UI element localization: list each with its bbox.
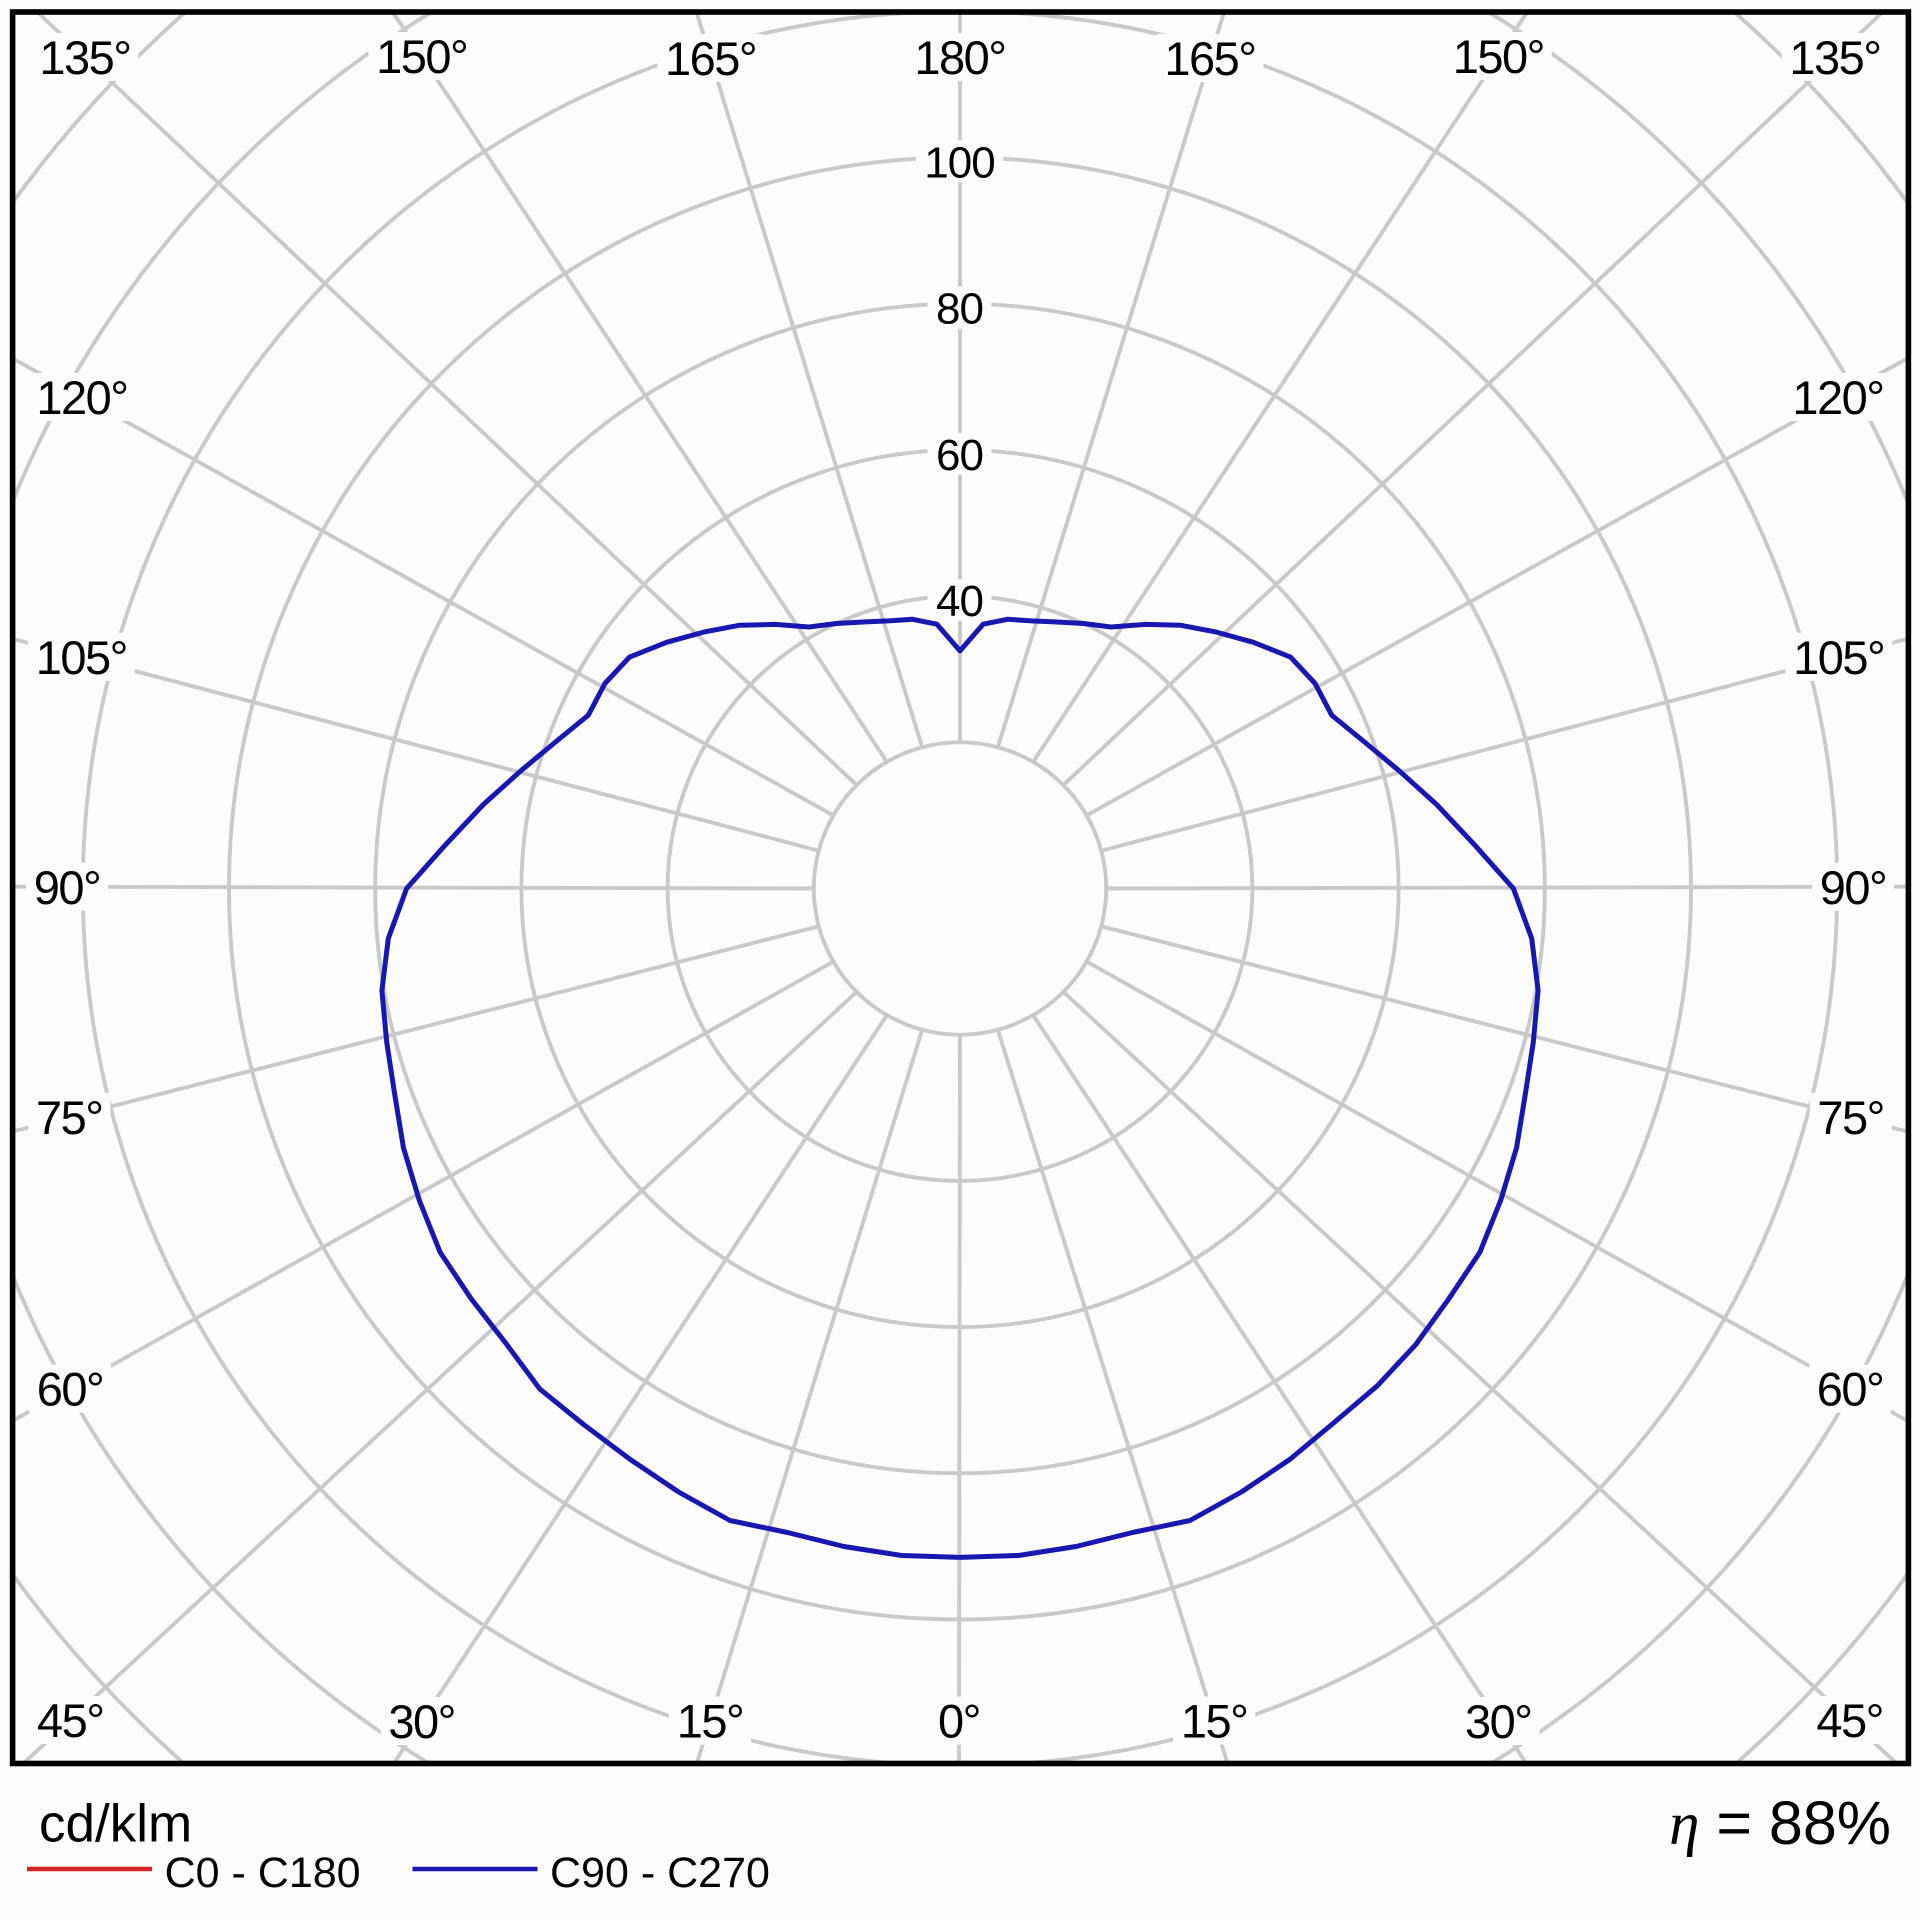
svg-text:40: 40 <box>936 577 983 626</box>
svg-text:135°: 135° <box>39 31 130 84</box>
svg-text:150°: 150° <box>1453 30 1544 83</box>
svg-text:120°: 120° <box>1792 371 1883 424</box>
svg-text:30°: 30° <box>388 1695 455 1748</box>
svg-text:135°: 135° <box>1789 31 1880 84</box>
svg-text:80: 80 <box>936 285 983 334</box>
svg-text:100: 100 <box>924 139 994 188</box>
svg-text:165°: 165° <box>1164 32 1255 85</box>
svg-text:η = 88%: η = 88% <box>1669 1789 1891 1858</box>
svg-text:90°: 90° <box>1820 861 1887 914</box>
svg-text:45°: 45° <box>1816 1694 1883 1747</box>
svg-text:30°: 30° <box>1465 1695 1532 1748</box>
svg-text:C0 - C180: C0 - C180 <box>165 1849 361 1897</box>
svg-text:75°: 75° <box>36 1091 103 1144</box>
svg-text:60: 60 <box>936 431 983 480</box>
svg-text:45°: 45° <box>37 1694 104 1747</box>
svg-text:cd/klm: cd/klm <box>39 1795 192 1854</box>
svg-text:0°: 0° <box>938 1695 980 1748</box>
svg-text:90°: 90° <box>34 861 101 914</box>
svg-text:60°: 60° <box>37 1363 104 1416</box>
svg-text:60°: 60° <box>1817 1363 1884 1416</box>
svg-text:15°: 15° <box>1181 1695 1248 1748</box>
svg-text:150°: 150° <box>376 30 467 83</box>
svg-text:165°: 165° <box>665 32 756 85</box>
svg-text:15°: 15° <box>677 1695 744 1748</box>
svg-text:105°: 105° <box>1793 631 1884 684</box>
svg-text:75°: 75° <box>1817 1091 1884 1144</box>
svg-text:120°: 120° <box>36 371 127 424</box>
svg-text:C90 - C270: C90 - C270 <box>550 1849 770 1897</box>
svg-text:180°: 180° <box>914 31 1005 84</box>
svg-text:105°: 105° <box>36 631 127 684</box>
